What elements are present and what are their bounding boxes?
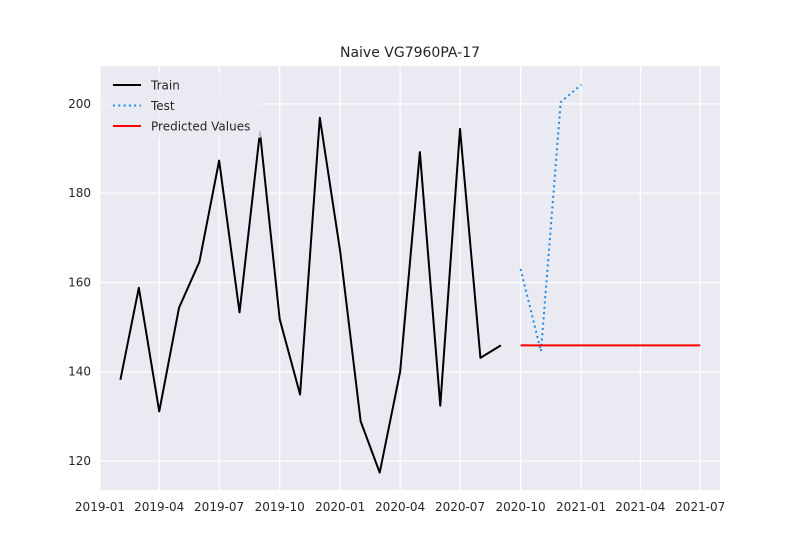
x-tick-label: 2021-01 [556,500,606,514]
x-tick-label: 2020-10 [496,500,546,514]
y-axis-ticks: 120 140 160 180 200 [68,97,91,468]
x-tick-label: 2021-04 [615,500,665,514]
x-tick-label: 2019-07 [194,500,244,514]
gridlines [99,66,720,490]
x-tick-label: 2021-07 [675,500,725,514]
x-tick-label: 2020-07 [435,500,485,514]
x-tick-label: 2019-10 [255,500,305,514]
x-tick-label: 2019-04 [134,500,184,514]
x-tick-label: 2020-01 [315,500,365,514]
legend: Train Test Predicted Values [106,72,262,138]
x-tick-label: 2020-04 [375,500,425,514]
series-line-train [119,116,502,474]
y-tick-label: 180 [68,186,91,200]
legend-label-test: Test [150,99,175,113]
legend-frame [106,72,262,138]
y-tick-label: 140 [68,365,91,379]
x-axis-ticks: 2019-01 2019-04 2019-07 2019-10 2020-01 2020-… [75,500,725,514]
series-layer [119,83,701,474]
legend-label-train: Train [150,79,180,93]
chart-title: Naive VG7960PA-17 [340,45,480,61]
x-tick-label: 2019-01 [75,500,125,514]
y-tick-label: 200 [68,97,91,111]
y-tick-label: 120 [68,454,91,468]
legend-label-predicted-values: Predicted Values [151,120,250,134]
y-tick-label: 160 [68,275,91,289]
